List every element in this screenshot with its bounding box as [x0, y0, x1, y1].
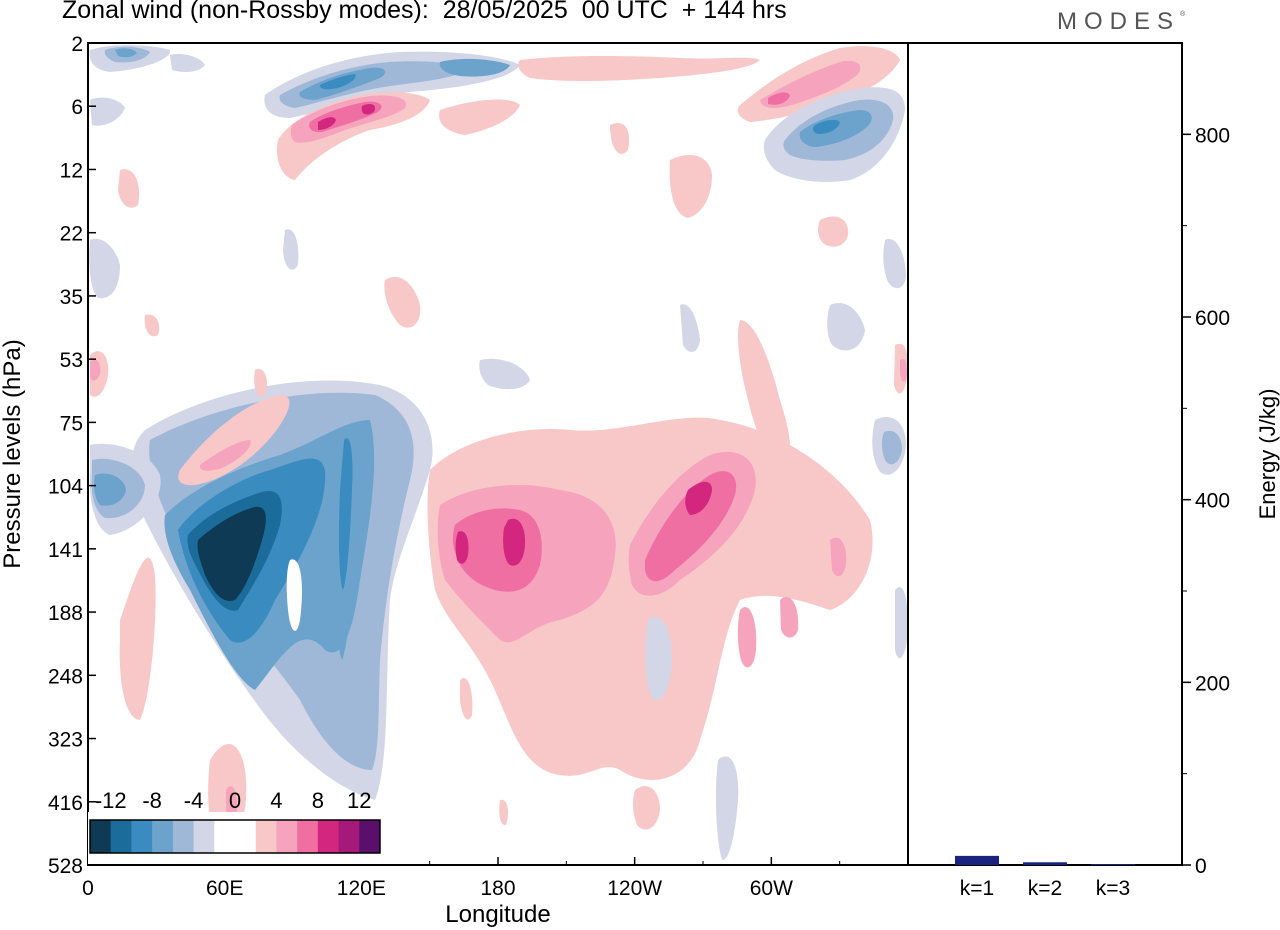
- colorbar-label: 8: [312, 788, 324, 813]
- y-tick-label: 35: [60, 286, 83, 309]
- positive-anomaly-pacific: [427, 417, 873, 780]
- energy-tick-label: 600: [1195, 307, 1230, 330]
- y-tick-label: 416: [48, 792, 83, 815]
- colorbar-swatch: [255, 820, 277, 853]
- y-tick-label: 53: [60, 349, 83, 372]
- y-ticks: 2 6 12 22 35 53 75 104 141 188 248 323 416 528: [48, 33, 96, 878]
- colorbar-swatch: [338, 820, 360, 853]
- logo-text: MODES: [1057, 8, 1181, 35]
- energy-bar: [955, 855, 999, 865]
- modes-logo: MODES®: [1057, 8, 1185, 36]
- energy-ticks: 0 200 400 600 800: [1182, 124, 1230, 878]
- colorbar-swatch: [131, 820, 153, 853]
- colorbar-swatch: [235, 820, 257, 853]
- colorbar-swatch: [214, 820, 236, 853]
- y-tick-label: 2: [71, 33, 83, 56]
- x-tick-label: 120E: [337, 877, 386, 900]
- x-tick-label: 120W: [607, 877, 662, 900]
- energy-tick-label: 400: [1195, 490, 1230, 513]
- energy-category-label: k=1: [960, 877, 994, 900]
- colorbar-label: 0: [229, 788, 241, 813]
- registered-mark: ®: [1180, 11, 1186, 18]
- y-tick-label: 22: [60, 223, 83, 246]
- y-tick-label: 104: [48, 476, 83, 499]
- energy-plot-frame: [907, 42, 1183, 866]
- colorbar-swatch: [152, 820, 174, 853]
- energy-tick-label: 800: [1195, 124, 1230, 147]
- colorbar-swatch: [193, 820, 215, 853]
- stratosphere-bands: [89, 45, 908, 830]
- chart-title: Zonal wind (non-Rossby modes): 28/05/202…: [62, 0, 787, 24]
- negative-anomaly-core: [131, 380, 433, 800]
- colorbar-swatch: [276, 820, 298, 853]
- colorbar-frame: [89, 819, 381, 854]
- energy-bar: [1023, 862, 1067, 865]
- colorbar-swatch: [359, 820, 381, 853]
- colorbar-swatch: [317, 820, 340, 853]
- colorbar-label: 12: [347, 788, 371, 813]
- x-ticks: 0 60E 120E 180 120W 60W: [82, 857, 841, 900]
- energy-bar: [1091, 864, 1135, 866]
- colorbar-label: -12: [95, 788, 127, 813]
- y-tick-label: 6: [71, 96, 83, 119]
- y-tick-label: 141: [48, 539, 83, 562]
- colorbar-label: -4: [184, 788, 204, 813]
- positive-anomaly-africa: [119, 395, 290, 850]
- energy-tick-label: 200: [1195, 672, 1230, 695]
- colorbar: -12 -8 -4 0 4 8 12: [88, 788, 382, 864]
- x-tick-label: 60W: [750, 877, 793, 900]
- colorbar-swatch: [110, 820, 132, 853]
- x-tick-label: 180: [480, 877, 515, 900]
- wind-field: [89, 45, 908, 861]
- x-axis-label: Longitude: [445, 901, 550, 928]
- x-tick-label: 60E: [206, 877, 243, 900]
- y-tick-label: 528: [48, 855, 83, 878]
- colorbar-swatch: [297, 820, 319, 853]
- energy-category-label: k=2: [1028, 877, 1062, 900]
- energy-tick-label: 0: [1195, 855, 1207, 878]
- y-tick-label: 248: [48, 665, 83, 688]
- colorbar-label: -8: [142, 788, 162, 813]
- colorbar-swatch: [90, 820, 112, 853]
- energy-bars: k=1 k=2 k=3: [955, 855, 1135, 900]
- y-tick-label: 188: [48, 602, 83, 625]
- y-tick-label: 323: [48, 729, 83, 752]
- weak-negative-patches: [89, 54, 908, 861]
- y-tick-label: 12: [60, 159, 83, 182]
- y-axis-label: Pressure levels (hPa): [0, 339, 26, 568]
- y-tick-label: 75: [60, 412, 83, 435]
- colorbar-swatch: [172, 820, 195, 853]
- x-tick-label: 0: [82, 877, 94, 900]
- negative-anomaly-west: [89, 443, 161, 535]
- colorbar-label: 4: [270, 788, 282, 813]
- energy-category-label: k=3: [1096, 877, 1130, 900]
- energy-axis-label: Energy (J/kg): [1255, 389, 1280, 520]
